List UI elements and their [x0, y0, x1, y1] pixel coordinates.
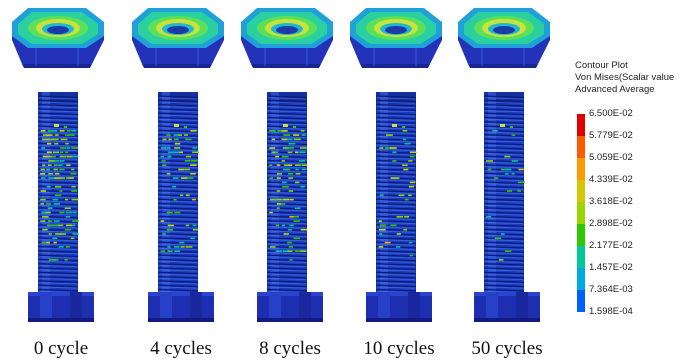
legend-swatch	[577, 224, 585, 246]
legend-swatch	[577, 180, 585, 202]
legend-swatch	[577, 246, 585, 268]
legend-tick-label: 2.898E-02	[589, 218, 633, 229]
legend-swatch	[577, 114, 585, 136]
bolt-nut-render	[241, 8, 333, 322]
legend-title: Contour Plot	[575, 60, 628, 71]
legend-swatch	[577, 268, 585, 290]
legend-tick-label: 7.364E-03	[589, 284, 633, 295]
legend-subtitle: Von Mises(Scalar value	[575, 72, 675, 83]
cycle-caption: 8 cycles	[259, 338, 321, 359]
specimen-1: 4 cycles	[126, 0, 236, 361]
legend-tick-label: 5.779E-02	[589, 130, 633, 141]
legend-tick-label: 2.177E-02	[589, 240, 633, 251]
legend-swatch	[577, 136, 585, 158]
specimen-0: 0 cycle	[6, 0, 116, 361]
legend-tick-label: 1.598E-04	[589, 306, 633, 317]
cycle-caption: 50 cycles	[471, 338, 543, 359]
legend-tick-label: 4.339E-02	[589, 174, 633, 185]
contour-legend: Contour Plot Von Mises(Scalar value Adva…	[575, 60, 686, 317]
bolt-nut-render	[350, 8, 442, 322]
legend-tick-label: 3.618E-02	[589, 196, 633, 207]
specimen-4: 50 cycles	[452, 0, 562, 361]
specimen-2: 8 cycles	[235, 0, 345, 361]
legend-tick-label: 5.059E-02	[589, 152, 633, 163]
bolt-nut-render	[458, 8, 550, 322]
legend-tick-label: 1.457E-02	[589, 262, 633, 273]
cycle-caption: 0 cycle	[33, 338, 89, 359]
legend-swatch	[577, 158, 585, 180]
bolt-nut-render	[132, 8, 224, 322]
cycle-caption: 10 cycles	[363, 338, 435, 359]
legend-averaging: Advanced Average	[575, 84, 655, 95]
cycle-caption: 4 cycles	[150, 338, 212, 359]
specimen-3: 10 cycles	[344, 0, 454, 361]
bolt-nut-render	[12, 8, 104, 322]
legend-tick-label: 6.500E-02	[589, 108, 633, 119]
legend-swatch	[577, 290, 585, 312]
legend-swatch	[577, 202, 585, 224]
